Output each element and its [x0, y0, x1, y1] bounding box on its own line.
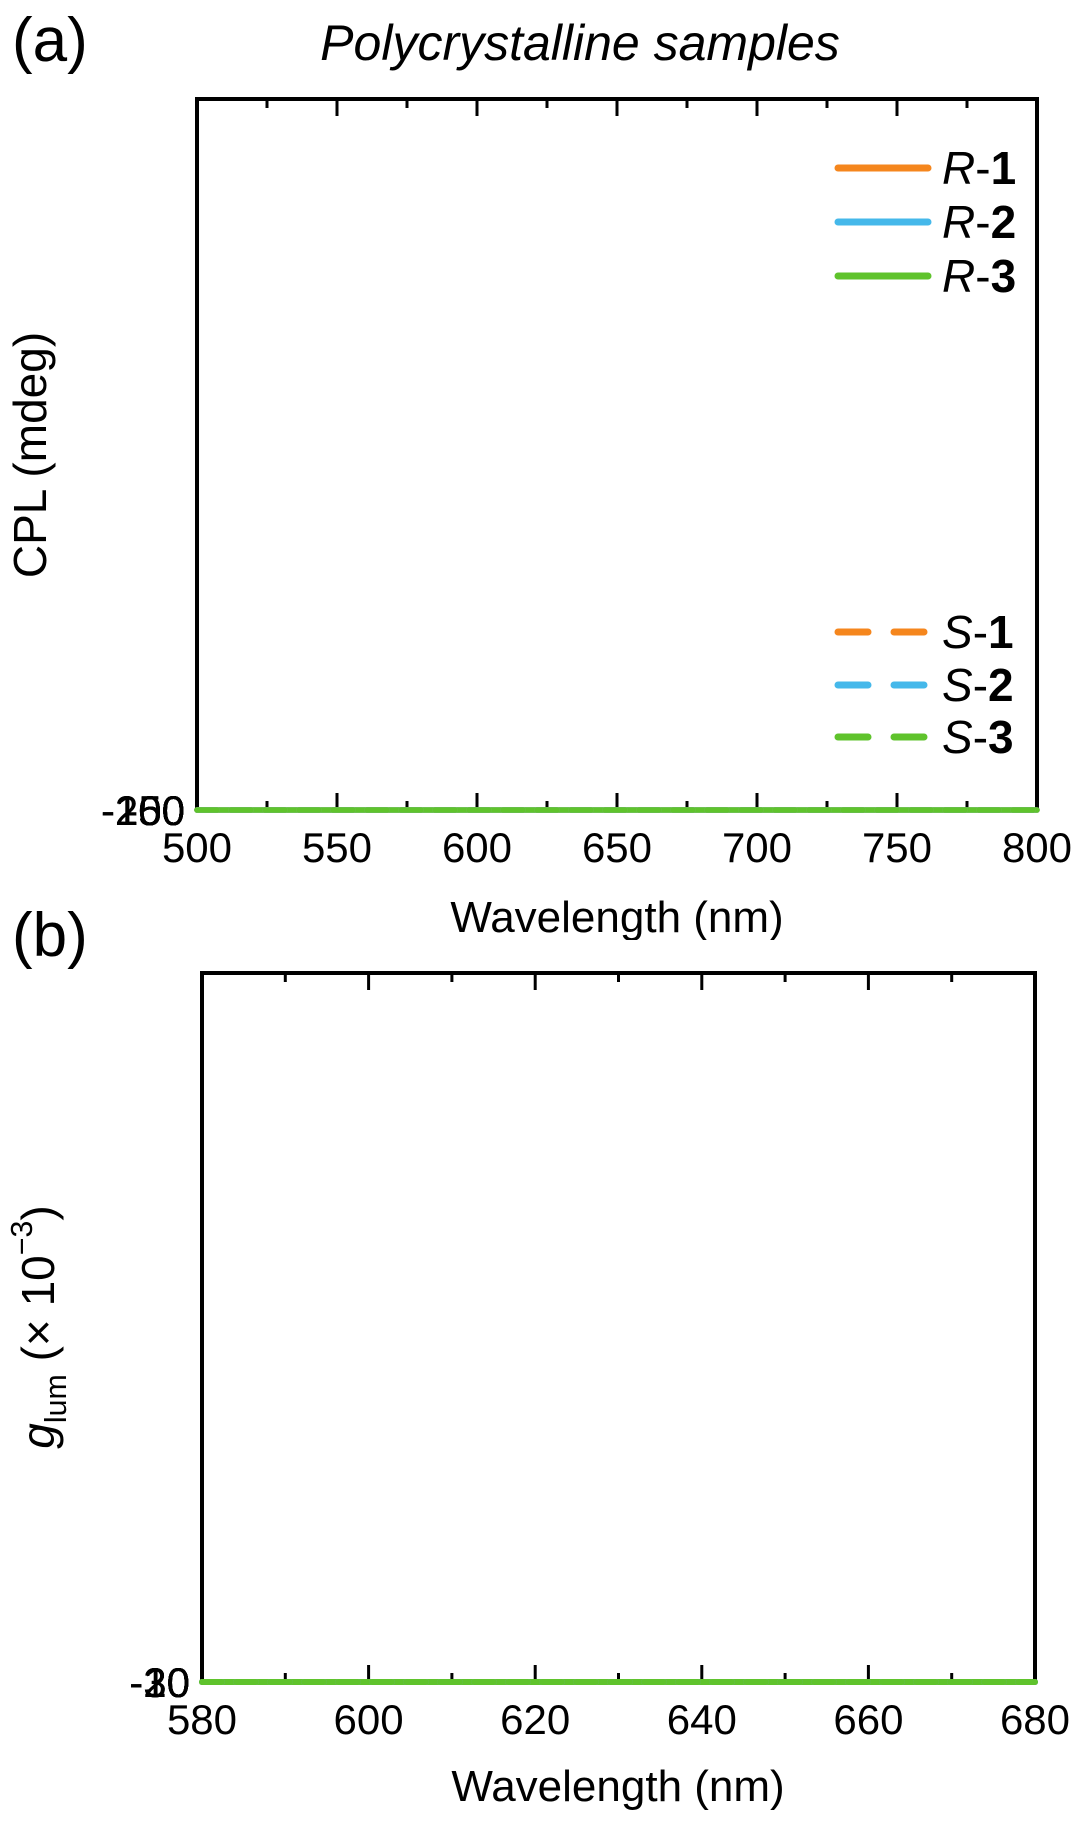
y-tick-label: 0 [162, 787, 185, 834]
panel-b-label: (b) [12, 901, 88, 970]
legend-label-S-3: S-3 [942, 711, 1014, 763]
axis-frame-a [195, 97, 1039, 812]
y-axis-title-b: glum (× 10−3) [6, 1205, 73, 1448]
y-tick-label: 10 [143, 1659, 190, 1706]
y-tick-label: -100 [101, 787, 185, 834]
axis-ticks-a [197, 99, 1037, 812]
x-tick-labels-a: 500 550 600 650 700 750 800 [162, 824, 1072, 871]
legend-label-R-1: R-1 [942, 142, 1016, 194]
x-tick-label: 640 [667, 1696, 737, 1743]
y-tick-label: 20 [143, 1659, 190, 1706]
x-tick-label: 620 [500, 1696, 570, 1743]
legend-label-S-2: S-2 [942, 659, 1014, 711]
y-tick-label: 50 [138, 787, 185, 834]
x-axis-title-a: Wavelength (nm) [450, 893, 783, 940]
legend-item-S-1: S-1 [834, 606, 1014, 658]
y-tick-label: 30 [143, 1659, 190, 1706]
cpl-spectra-chart: 500 550 600 650 700 750 800 -200-150-100-500501… [4, 97, 1072, 940]
x-tick-label: 550 [302, 824, 372, 871]
legend-label-S-1: S-1 [942, 606, 1014, 658]
x-tick-label: 580 [167, 1696, 237, 1743]
y-tick-label: -150 [101, 787, 185, 834]
x-tick-label: 600 [334, 1696, 404, 1743]
axis-frame-b [200, 971, 1037, 1684]
legend-item-S-2: S-2 [834, 659, 1014, 711]
legend-item-S-3: S-3 [834, 711, 1014, 763]
legend-item-R-1: R-1 [834, 142, 1016, 194]
y-tick-label: -20 [129, 1659, 190, 1706]
y-tick-label: 150 [115, 787, 185, 834]
axis-ticks-b [202, 973, 1035, 1684]
y-axis-title-a: CPL (mdeg) [4, 332, 56, 578]
y-tick-label: -200 [101, 787, 185, 834]
y-tick-label: -50 [124, 787, 185, 834]
legend-label-R-3: R-3 [942, 250, 1016, 302]
x-tick-label: 750 [862, 824, 932, 871]
x-tick-label: 800 [1002, 824, 1072, 871]
legend-item-R-2: R-2 [834, 196, 1016, 248]
legend-a: R-1R-2R-3 S-1S-2S-3 [834, 142, 1016, 763]
x-tick-labels-b: 580 600 620 640 660 680 [167, 1696, 1070, 1743]
x-tick-label: 650 [582, 824, 652, 871]
y-tick-label: 200 [115, 787, 185, 834]
panel-a-title: Polycrystalline samples [320, 15, 840, 71]
y-tick-label: -10 [129, 1659, 190, 1706]
y-tick-label: 0 [167, 1659, 190, 1706]
x-tick-label: 660 [833, 1696, 903, 1743]
x-tick-label: 600 [442, 824, 512, 871]
x-tick-label: 700 [722, 824, 792, 871]
legend-item-R-3: R-3 [834, 250, 1016, 302]
y-tick-label: 100 [115, 787, 185, 834]
x-tick-label: 500 [162, 824, 232, 871]
x-axis-title-b: Wavelength (nm) [451, 1762, 784, 1811]
legend-label-R-2: R-2 [942, 196, 1016, 248]
y-tick-label: -30 [129, 1659, 190, 1706]
x-tick-label: 680 [1000, 1696, 1070, 1743]
panel-a-label: (a) [12, 6, 88, 75]
